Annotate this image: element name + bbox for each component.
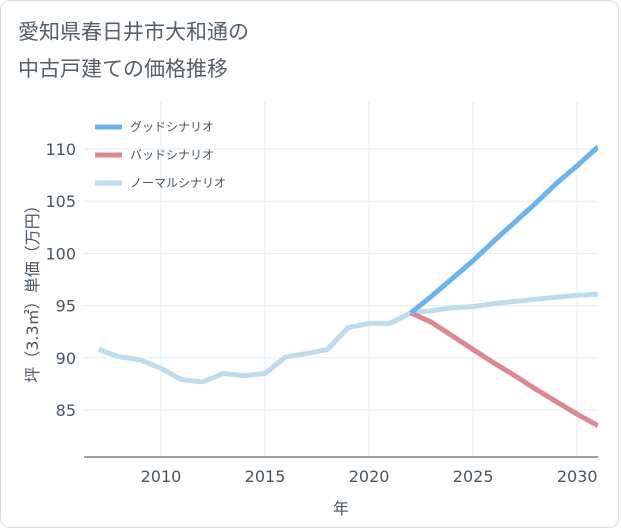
series-lines xyxy=(97,145,598,428)
gridlines xyxy=(84,102,598,457)
x-tick-label: 2015 xyxy=(245,467,286,486)
y-tick-label: 105 xyxy=(45,192,76,211)
legend-item-bad: バッドシナリオ xyxy=(95,148,214,162)
normal-scenario-line xyxy=(97,291,598,385)
y-tick-labels: 85 90 95 100 105 110 xyxy=(45,140,76,420)
plot-area xyxy=(84,102,598,457)
x-tick-label: 2020 xyxy=(349,467,390,486)
y-tick-label: 95 xyxy=(56,297,76,316)
y-axis-title: 坪（3.3㎡）単価（万円） xyxy=(23,197,42,382)
y-tick-label: 100 xyxy=(45,244,76,263)
chart-title-line-1: 愛知県春日井市大和通の xyxy=(18,20,249,44)
x-tick-label: 2030 xyxy=(557,467,598,486)
y-tick-label: 85 xyxy=(56,401,76,420)
x-tick-label: 2025 xyxy=(453,467,494,486)
x-axis-title: 年 xyxy=(333,499,349,518)
y-tick-label: 110 xyxy=(45,140,76,159)
legend-item-normal: ノーマルシナリオ xyxy=(95,176,226,190)
legend-item-good: グッドシナリオ xyxy=(95,120,214,134)
y-tick-label: 90 xyxy=(56,349,76,368)
legend-label: ノーマルシナリオ xyxy=(130,176,226,190)
chart-title-line-2: 中古戸建ての価格推移 xyxy=(18,57,228,81)
x-tick-labels: 2010 2015 2020 2025 2030 xyxy=(141,467,598,486)
legend-label: グッドシナリオ xyxy=(130,120,214,134)
x-tick-label: 2010 xyxy=(141,467,182,486)
chart-title: 愛知県春日井市大和通の 中古戸建ての価格推移 xyxy=(18,14,249,88)
bad-scenario-line xyxy=(409,310,598,428)
legend-label: バッドシナリオ xyxy=(130,148,214,162)
good-scenario-line xyxy=(409,145,598,315)
